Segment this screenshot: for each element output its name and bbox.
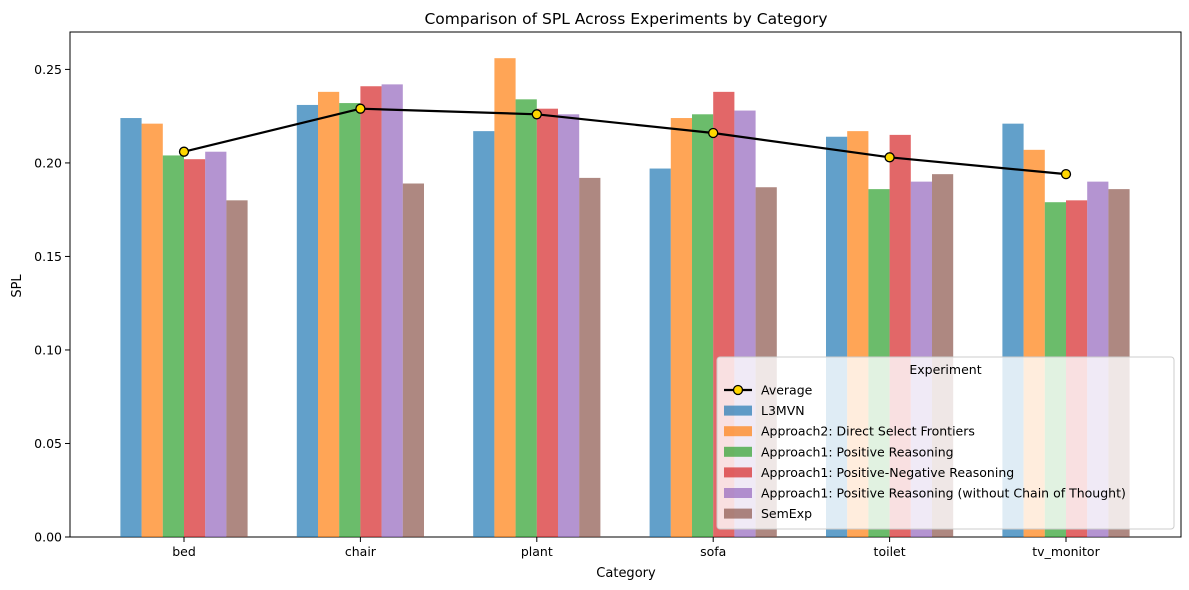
bar	[515, 99, 537, 537]
bar	[381, 84, 403, 538]
legend-label: Average	[761, 383, 813, 398]
average-point	[178, 146, 190, 157]
bar	[649, 168, 671, 537]
bar	[141, 123, 163, 538]
bar	[670, 118, 692, 537]
y-tick-label: 0.25	[34, 62, 62, 77]
legend-label: Approach1: Positive Reasoning	[761, 444, 954, 459]
legend-swatch	[724, 488, 752, 498]
bar	[360, 86, 382, 538]
legend-swatch	[724, 467, 752, 478]
x-tick-label: bed	[172, 544, 196, 559]
y-tick-label: 0.05	[34, 436, 62, 451]
legend-label: Approach1: Positive Reasoning (without C…	[761, 486, 1126, 501]
bar	[318, 91, 340, 537]
legend-swatch	[724, 508, 752, 519]
bar	[296, 104, 318, 537]
bar	[339, 103, 361, 538]
average-point	[884, 152, 895, 163]
legend-label: SemExp	[761, 506, 812, 521]
legend-swatch	[724, 405, 752, 416]
bar	[205, 151, 227, 537]
chart-title: Comparison of SPL Across Experiments by …	[424, 10, 827, 28]
plot-frame	[69, 31, 1182, 538]
bar	[402, 183, 424, 537]
bar	[536, 108, 558, 538]
y-tick-label: 0.00	[34, 530, 62, 545]
x-tick-label: plant	[521, 544, 553, 559]
legend-box	[716, 356, 1175, 530]
x-tick-label: tv_monitor	[1032, 544, 1100, 559]
x-tick-label: sofa	[700, 544, 726, 559]
legend-swatch	[724, 446, 752, 457]
average-point	[531, 109, 542, 120]
legend: Experiment Average L3MVN Approach2: Direct …	[716, 356, 1175, 530]
bar	[579, 177, 601, 537]
x-axis-label: Category	[596, 566, 656, 581]
legend-label: Approach1: Positive-Negative Reasoning	[761, 465, 1014, 480]
y-tick-label: 0.20	[34, 155, 62, 170]
y-axis-label: SPL	[10, 274, 25, 298]
legend-label: Approach2: Direct Select Frontiers	[761, 424, 975, 439]
bar	[226, 200, 248, 538]
x-axis: bed chair plant sofa toilet tv_monitor	[172, 537, 1101, 559]
x-tick-label: toilet	[874, 544, 906, 559]
x-tick-label: chair	[345, 544, 377, 559]
y-axis: 0.00 0.05 0.10 0.15 0.20 0.25	[34, 62, 70, 545]
bar	[494, 58, 516, 538]
average-point	[1060, 168, 1072, 180]
average-line	[183, 107, 1067, 176]
bar	[162, 155, 184, 537]
legend-marker-swatch	[732, 384, 744, 396]
average-line-layer	[178, 103, 1072, 180]
bar	[692, 114, 714, 537]
average-point	[708, 127, 719, 139]
bar	[120, 118, 142, 537]
bar	[184, 159, 206, 537]
average-point	[355, 103, 366, 114]
bar	[558, 114, 580, 537]
y-tick-label: 0.10	[34, 342, 62, 357]
y-tick-label: 0.15	[34, 249, 62, 264]
bar	[473, 131, 495, 537]
legend-swatch	[724, 426, 752, 437]
legend-title: Experiment	[909, 362, 981, 377]
legend-label: L3MVN	[761, 403, 805, 418]
